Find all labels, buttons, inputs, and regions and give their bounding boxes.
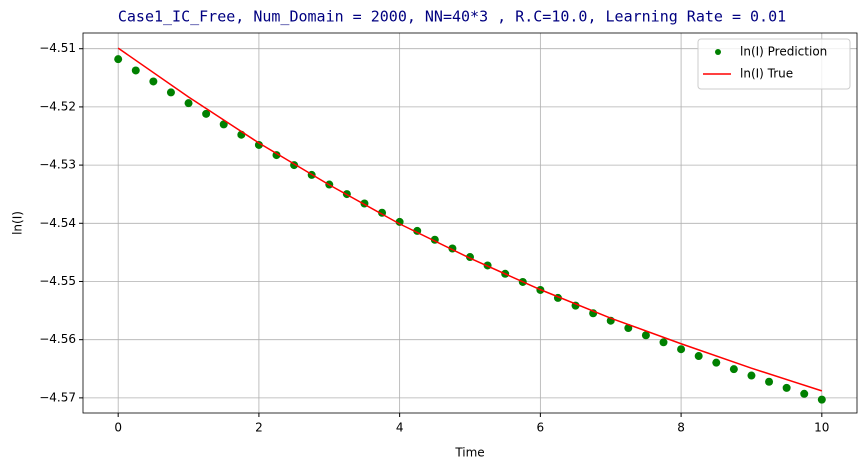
data-point xyxy=(659,338,668,347)
x-axis-label: Time xyxy=(454,446,484,460)
data-point xyxy=(677,345,686,354)
y-tick-label: −4.57 xyxy=(39,390,76,404)
data-point xyxy=(765,377,774,386)
legend-label: ln(I) Prediction xyxy=(740,45,827,59)
data-point xyxy=(166,88,175,97)
data-point xyxy=(219,120,228,129)
data-point xyxy=(729,365,738,374)
x-tick-label: 10 xyxy=(814,421,829,435)
legend-marker xyxy=(715,49,721,55)
y-axis-label: ln(I) xyxy=(11,211,25,235)
data-point xyxy=(395,217,404,226)
chart-title: Case1_IC_Free, Num_Domain = 2000, NN=40*… xyxy=(118,8,786,26)
data-point xyxy=(782,383,791,392)
data-point xyxy=(712,358,721,367)
x-tick-label: 2 xyxy=(255,421,263,435)
data-point xyxy=(641,331,650,340)
data-point xyxy=(184,99,193,108)
data-point xyxy=(149,77,158,86)
y-tick-label: −4.56 xyxy=(39,332,76,346)
data-point xyxy=(254,140,263,149)
data-point xyxy=(131,66,140,75)
x-tick-label: 0 xyxy=(114,421,122,435)
legend-box xyxy=(697,38,851,90)
data-point xyxy=(747,371,756,380)
data-point xyxy=(694,352,703,361)
x-tick-label: 6 xyxy=(537,421,545,435)
data-line xyxy=(117,47,823,392)
legend-label: ln(I) True xyxy=(740,67,793,81)
x-tick-label: 8 xyxy=(677,421,685,435)
plot-frame xyxy=(82,32,858,414)
y-tick-label: −4.55 xyxy=(39,274,76,288)
data-point xyxy=(817,395,826,404)
y-tick-label: −4.53 xyxy=(39,158,76,172)
y-tick-label: −4.51 xyxy=(39,41,76,55)
data-point xyxy=(800,389,809,398)
data-point xyxy=(114,55,123,64)
y-tick-label: −4.54 xyxy=(39,216,76,230)
y-tick-label: −4.52 xyxy=(39,99,76,113)
x-tick-label: 4 xyxy=(396,421,404,435)
data-point xyxy=(202,109,211,118)
